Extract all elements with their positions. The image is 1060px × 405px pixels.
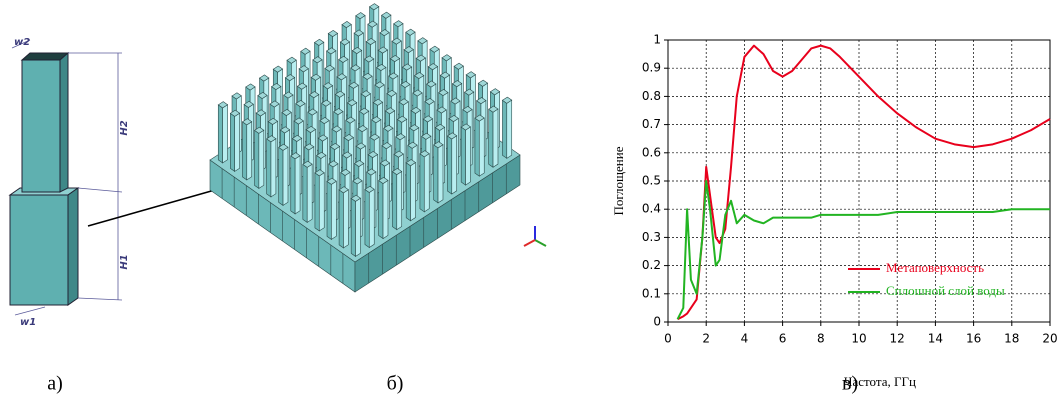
- y-tick-label: 0.8: [642, 89, 661, 103]
- pillar-face: [507, 100, 512, 158]
- pillar-face: [411, 163, 416, 221]
- pillar-face: [424, 154, 429, 212]
- pillar-face: [283, 147, 288, 205]
- pillar-face: [291, 156, 295, 214]
- pillar-face: [434, 145, 438, 203]
- pillar-face: [267, 139, 271, 197]
- pillar-face: [279, 147, 283, 205]
- pillar-face: [479, 118, 484, 176]
- x-tick-label: 18: [1004, 332, 1019, 346]
- x-tick-label: 4: [741, 332, 749, 346]
- array-drawing: [210, 4, 520, 292]
- pillar-face: [315, 173, 319, 231]
- x-tick-label: 2: [702, 332, 710, 346]
- y-tick-label: 0.7: [642, 117, 661, 131]
- x-tick-label: 6: [779, 332, 787, 346]
- legend-label: Сплошной слой воды: [886, 283, 1005, 298]
- pillar-face: [502, 100, 506, 158]
- pillar-face: [230, 113, 234, 171]
- x-tick-label: 0: [664, 332, 672, 346]
- pillar-face: [331, 181, 336, 239]
- pillar-face: [259, 130, 264, 188]
- dimension-label: w1: [20, 317, 36, 328]
- panel-label: а): [47, 373, 63, 395]
- x-axis-label: Частота, ГГц: [844, 374, 916, 389]
- pillar-face: [392, 172, 396, 230]
- pillar-face: [447, 136, 451, 194]
- dimension-label: H2: [119, 120, 130, 135]
- pillar-face: [242, 122, 246, 180]
- y-tick-label: 0.4: [642, 202, 661, 216]
- pillar-face: [235, 113, 240, 171]
- pillar-face: [339, 190, 343, 248]
- pillar-face: [438, 145, 443, 203]
- x-tick-label: 10: [851, 332, 866, 346]
- pillar-face: [319, 173, 324, 231]
- x-tick-label: 12: [890, 332, 905, 346]
- y-tick-label: 0.3: [642, 230, 661, 244]
- y-tick-label: 0.9: [642, 61, 661, 75]
- pillar-face: [343, 190, 348, 248]
- pillar-face: [452, 136, 457, 194]
- pillar-face: [327, 181, 331, 239]
- axis-triad: [524, 226, 546, 246]
- pillar-face: [461, 127, 465, 185]
- dimension-label: H1: [119, 254, 130, 269]
- element-drawing: [10, 40, 122, 315]
- figure: w2 H2 H1 w1 а) б) в) Частота, ГГц Поглощ…: [0, 0, 1060, 405]
- y-tick-label: 1: [653, 33, 661, 47]
- y-axis-label: Поглощение: [611, 146, 626, 215]
- legend-label: Метаповерхность: [886, 260, 984, 275]
- pillar-face: [489, 109, 493, 167]
- pillar-face: [475, 118, 479, 176]
- pillar-face: [307, 164, 312, 222]
- dimension-label: w2: [14, 37, 30, 48]
- pillar-face: [406, 163, 410, 221]
- page: w2 H2 H1 w1 а) б) в) Частота, ГГц Поглощ…: [0, 0, 1060, 405]
- pillar-face: [379, 181, 383, 239]
- pillar-face: [356, 198, 361, 256]
- pillar-face: [351, 198, 355, 256]
- x-tick-label: 8: [817, 332, 825, 346]
- y-tick-label: 0.6: [642, 145, 661, 159]
- y-tick-label: 0.1: [642, 286, 661, 300]
- y-tick-label: 0.5: [642, 174, 661, 188]
- pillar-face: [303, 164, 307, 222]
- pillar-face: [223, 105, 228, 163]
- pillar-face: [365, 189, 369, 247]
- pillar-face: [295, 156, 300, 214]
- x-tick-label: 16: [966, 332, 981, 346]
- pillar-face: [420, 154, 424, 212]
- pillar-face: [493, 109, 498, 167]
- pillar-face: [218, 105, 222, 163]
- pillar-face: [369, 189, 374, 247]
- pillar-face: [247, 122, 252, 180]
- pillar-face: [255, 130, 259, 188]
- y-tick-label: 0: [653, 315, 661, 329]
- panel-label: б): [387, 373, 404, 395]
- pillar-face: [466, 127, 471, 185]
- x-tick-label: 14: [928, 332, 943, 346]
- y-tick-label: 0.2: [642, 258, 661, 272]
- x-tick-label: 20: [1042, 332, 1057, 346]
- pillar-face: [397, 171, 402, 229]
- pillar-face: [271, 139, 276, 197]
- pillar-face: [383, 180, 388, 238]
